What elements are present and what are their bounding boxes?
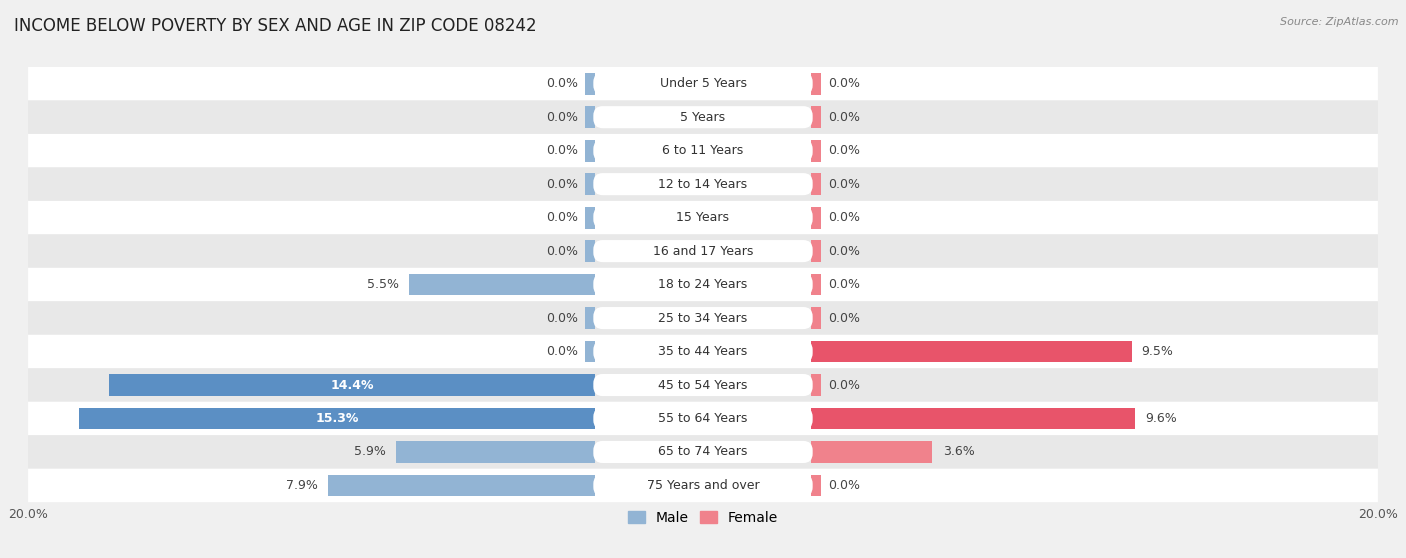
FancyBboxPatch shape	[28, 469, 1378, 502]
Text: 14.4%: 14.4%	[330, 378, 374, 392]
Text: 0.0%: 0.0%	[828, 144, 860, 157]
Text: 0.0%: 0.0%	[546, 345, 578, 358]
FancyBboxPatch shape	[28, 234, 1378, 268]
FancyBboxPatch shape	[593, 240, 813, 262]
Bar	[811, 140, 821, 161]
Text: 0.0%: 0.0%	[828, 77, 860, 90]
FancyBboxPatch shape	[593, 407, 813, 430]
Text: 0.0%: 0.0%	[546, 144, 578, 157]
Bar	[79, 407, 595, 430]
Bar	[811, 240, 821, 262]
FancyBboxPatch shape	[593, 474, 813, 497]
FancyBboxPatch shape	[28, 201, 1378, 234]
FancyBboxPatch shape	[593, 106, 813, 128]
Bar	[409, 274, 595, 296]
Text: Under 5 Years: Under 5 Years	[659, 77, 747, 90]
FancyBboxPatch shape	[28, 368, 1378, 402]
Bar	[811, 206, 821, 229]
Text: 35 to 44 Years: 35 to 44 Years	[658, 345, 748, 358]
Bar	[585, 340, 595, 363]
Text: 12 to 14 Years: 12 to 14 Years	[658, 177, 748, 191]
Text: 0.0%: 0.0%	[546, 177, 578, 191]
Bar	[585, 206, 595, 229]
FancyBboxPatch shape	[28, 402, 1378, 435]
FancyBboxPatch shape	[593, 441, 813, 463]
Bar	[811, 307, 821, 329]
Text: 0.0%: 0.0%	[546, 110, 578, 124]
FancyBboxPatch shape	[28, 67, 1378, 100]
FancyBboxPatch shape	[593, 140, 813, 162]
FancyBboxPatch shape	[593, 206, 813, 229]
FancyBboxPatch shape	[28, 268, 1378, 301]
Bar	[811, 106, 821, 128]
Text: 5.5%: 5.5%	[367, 278, 399, 291]
Text: 9.6%: 9.6%	[1144, 412, 1177, 425]
Bar	[585, 307, 595, 329]
Text: 25 to 34 Years: 25 to 34 Years	[658, 311, 748, 325]
Text: 0.0%: 0.0%	[828, 244, 860, 258]
Bar	[396, 441, 595, 463]
Text: 0.0%: 0.0%	[828, 278, 860, 291]
Text: INCOME BELOW POVERTY BY SEX AND AGE IN ZIP CODE 08242: INCOME BELOW POVERTY BY SEX AND AGE IN Z…	[14, 17, 537, 35]
FancyBboxPatch shape	[28, 335, 1378, 368]
FancyBboxPatch shape	[593, 73, 813, 95]
Legend: Male, Female: Male, Female	[623, 505, 783, 530]
Text: 75 Years and over: 75 Years and over	[647, 479, 759, 492]
FancyBboxPatch shape	[593, 307, 813, 329]
FancyBboxPatch shape	[593, 374, 813, 396]
Text: 0.0%: 0.0%	[546, 211, 578, 224]
Bar	[585, 140, 595, 161]
FancyBboxPatch shape	[28, 100, 1378, 134]
Text: 6 to 11 Years: 6 to 11 Years	[662, 144, 744, 157]
Bar	[811, 274, 821, 296]
Bar	[585, 173, 595, 195]
Text: 0.0%: 0.0%	[546, 77, 578, 90]
Text: 3.6%: 3.6%	[942, 445, 974, 459]
Text: 16 and 17 Years: 16 and 17 Years	[652, 244, 754, 258]
Text: 45 to 54 Years: 45 to 54 Years	[658, 378, 748, 392]
Bar	[110, 374, 595, 396]
Text: 0.0%: 0.0%	[828, 110, 860, 124]
Text: 15.3%: 15.3%	[315, 412, 359, 425]
Text: 5.9%: 5.9%	[354, 445, 385, 459]
FancyBboxPatch shape	[593, 273, 813, 296]
Bar	[811, 407, 1135, 430]
Text: 5 Years: 5 Years	[681, 110, 725, 124]
Text: 0.0%: 0.0%	[546, 244, 578, 258]
Text: Source: ZipAtlas.com: Source: ZipAtlas.com	[1281, 17, 1399, 27]
Bar	[811, 441, 932, 463]
Text: 7.9%: 7.9%	[287, 479, 318, 492]
Bar	[811, 374, 821, 396]
Text: 0.0%: 0.0%	[828, 479, 860, 492]
FancyBboxPatch shape	[28, 301, 1378, 335]
Text: 0.0%: 0.0%	[828, 311, 860, 325]
FancyBboxPatch shape	[593, 340, 813, 363]
Text: 0.0%: 0.0%	[546, 311, 578, 325]
FancyBboxPatch shape	[28, 134, 1378, 167]
Bar	[585, 240, 595, 262]
Bar	[585, 73, 595, 94]
Text: 0.0%: 0.0%	[828, 177, 860, 191]
Bar	[811, 474, 821, 497]
Bar	[329, 474, 595, 497]
Text: 65 to 74 Years: 65 to 74 Years	[658, 445, 748, 459]
Text: 15 Years: 15 Years	[676, 211, 730, 224]
Text: 55 to 64 Years: 55 to 64 Years	[658, 412, 748, 425]
FancyBboxPatch shape	[28, 435, 1378, 469]
Bar	[811, 173, 821, 195]
FancyBboxPatch shape	[28, 167, 1378, 201]
Text: 18 to 24 Years: 18 to 24 Years	[658, 278, 748, 291]
FancyBboxPatch shape	[593, 173, 813, 195]
Text: 0.0%: 0.0%	[828, 211, 860, 224]
Bar	[585, 106, 595, 128]
Text: 0.0%: 0.0%	[828, 378, 860, 392]
Bar	[811, 73, 821, 94]
Bar	[811, 340, 1132, 363]
Text: 9.5%: 9.5%	[1142, 345, 1174, 358]
